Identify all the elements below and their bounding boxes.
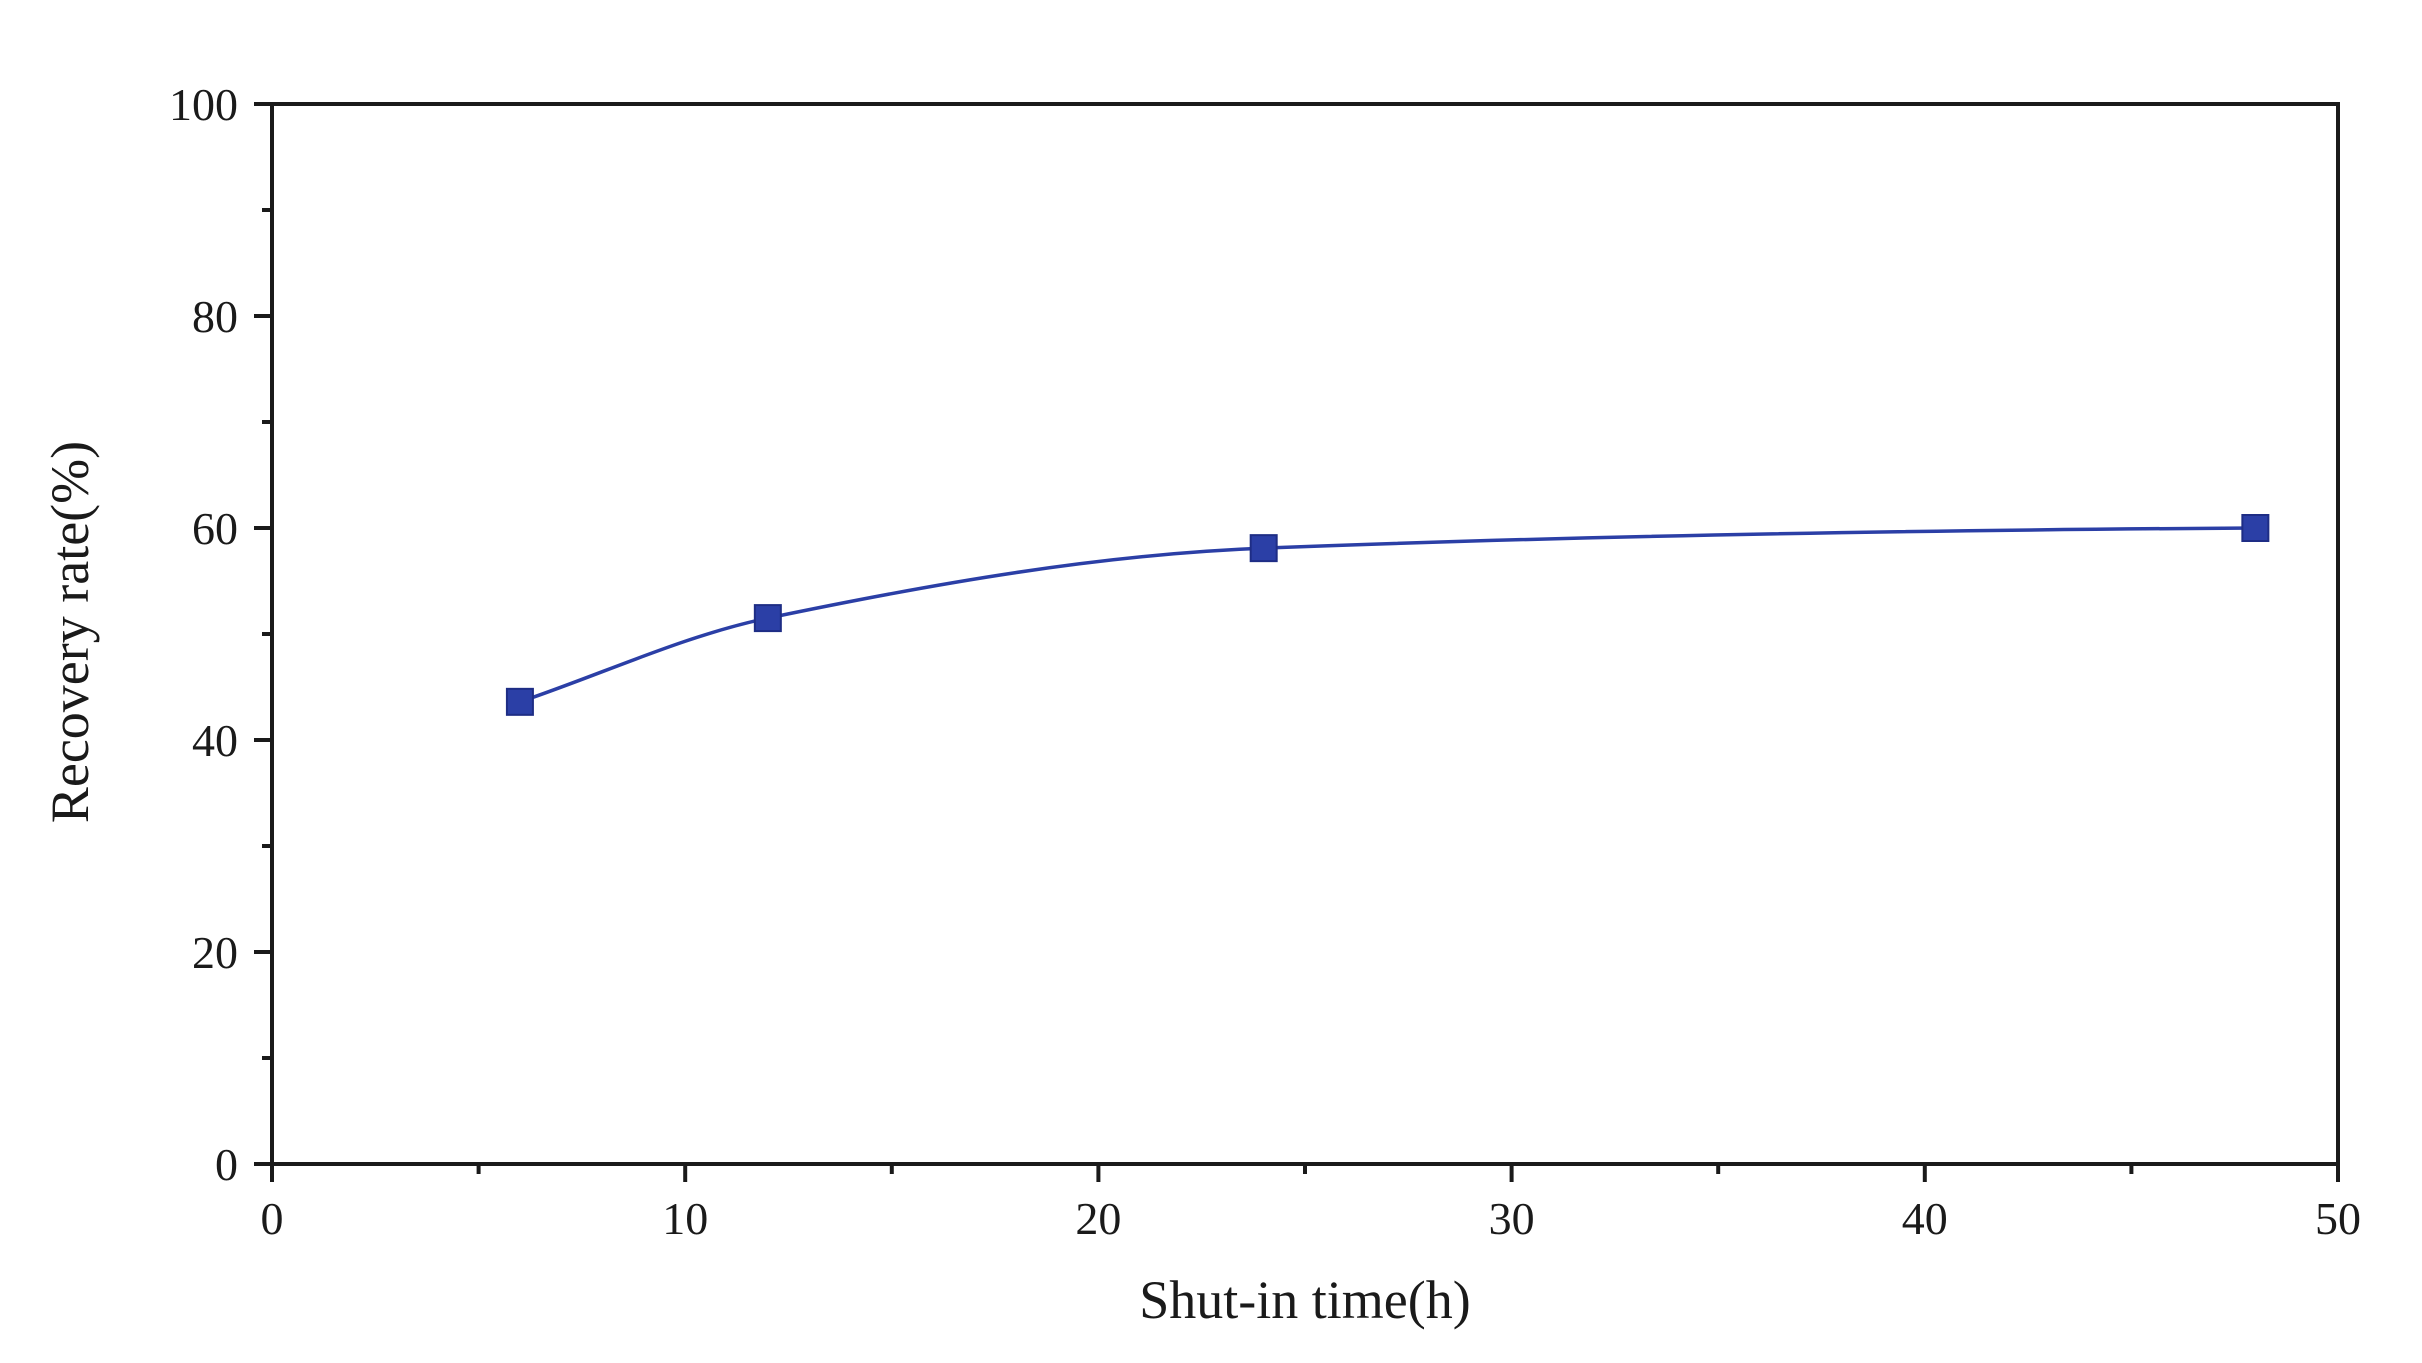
x-axis-ticks: 0 10 20 30 40 50 (261, 1164, 2361, 1244)
data-point (753, 604, 782, 633)
y-tick-label: 100 (169, 79, 238, 130)
data-point (2241, 514, 2270, 542)
x-tick-label: 50 (2315, 1193, 2361, 1244)
x-axis-title: Shut-in time(h) (1139, 1270, 1470, 1330)
y-axis-ticks: 0 20 40 60 80 100 (169, 79, 272, 1190)
series-group (505, 514, 2270, 716)
x-tick-label: 20 (1075, 1193, 1121, 1244)
series-line (519, 526, 2256, 704)
y-tick-label: 20 (192, 927, 238, 978)
y-tick-label: 40 (192, 715, 238, 766)
y-tick-label: 0 (215, 1139, 238, 1190)
y-tick-label: 80 (192, 291, 238, 342)
y-axis-title: Recovery rate(%) (40, 441, 100, 823)
x-tick-label: 10 (662, 1193, 708, 1244)
data-point (505, 687, 534, 716)
plot-border (270, 102, 2340, 1166)
y-tick-label: 60 (192, 503, 238, 554)
x-tick-label: 40 (1902, 1193, 1948, 1244)
plot-frame (270, 102, 2340, 1166)
data-point (1249, 534, 1278, 563)
x-tick-label: 30 (1489, 1193, 1535, 1244)
x-tick-label: 0 (261, 1193, 284, 1244)
